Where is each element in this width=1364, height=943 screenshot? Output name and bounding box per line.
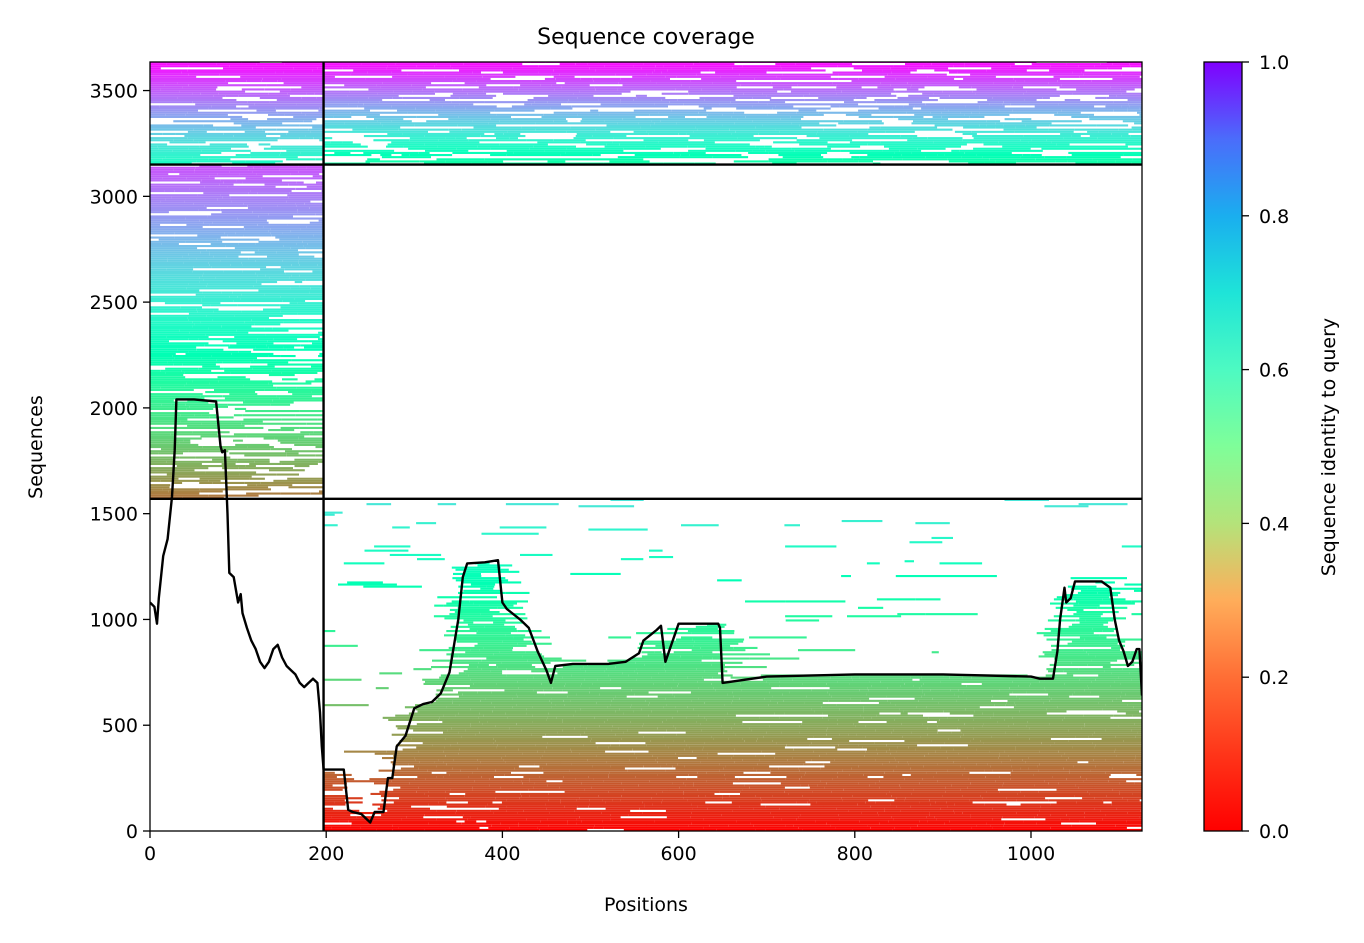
x-tick-label: 1000 [1007, 843, 1055, 865]
colorbar-tick-label: 0.4 [1259, 513, 1289, 535]
coverage-line [150, 398, 1142, 824]
x-tick-label: 200 [308, 843, 344, 865]
colorbar-tick-label: 1.0 [1259, 52, 1289, 74]
colorbar [1203, 61, 1243, 832]
colorbar-tick-label: 0.2 [1259, 667, 1289, 689]
y-tick-label: 1000 [90, 609, 138, 631]
x-tick-label: 0 [144, 843, 156, 865]
msa-heatmap [150, 62, 1142, 831]
y-tick-label: 0 [126, 821, 138, 843]
x-tick-label: 800 [837, 843, 873, 865]
x-axis-ticks: 0 200 400 600 800 1000 [144, 831, 1055, 865]
plot-frame [149, 61, 1143, 832]
colorbar-ticks: 0.0 0.2 0.4 0.6 0.8 1.0 [1242, 52, 1289, 843]
colorbar-tick-label: 0.8 [1259, 206, 1289, 228]
chain-boundaries [150, 62, 1142, 831]
x-axis-label: Positions [604, 894, 688, 916]
y-axis-ticks: 0 500 1000 1500 2000 2500 3000 3500 [90, 81, 150, 843]
x-tick-label: 400 [484, 843, 520, 865]
colorbar-tick-label: 0.0 [1259, 821, 1289, 843]
y-axis-label: Sequences [25, 395, 47, 499]
y-tick-label: 3000 [90, 186, 138, 208]
x-tick-label: 600 [660, 843, 696, 865]
y-tick-label: 3500 [90, 81, 138, 103]
y-tick-label: 2000 [90, 398, 138, 420]
y-tick-label: 1500 [90, 504, 138, 526]
chart-title: Sequence coverage [537, 25, 755, 50]
colorbar-tick-label: 0.6 [1259, 360, 1289, 382]
y-tick-label: 500 [102, 715, 138, 737]
colorbar-label: Sequence identity to query [1318, 318, 1340, 576]
y-tick-label: 2500 [90, 292, 138, 314]
